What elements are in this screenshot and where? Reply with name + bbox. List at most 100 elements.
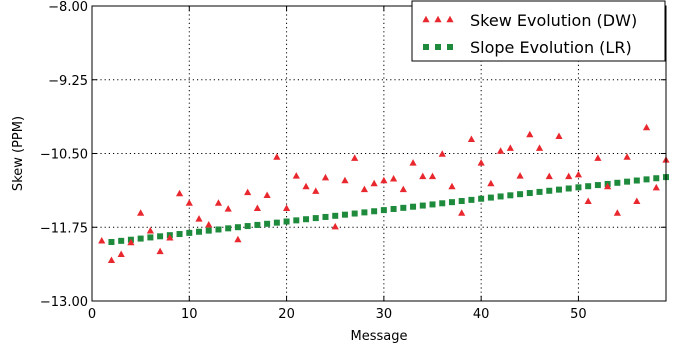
skew-point bbox=[175, 189, 184, 197]
legend-label-skew: Skew Evolution (DW) bbox=[470, 11, 637, 30]
skew-point bbox=[633, 197, 641, 204]
y-tick-label: −10.50 bbox=[40, 148, 88, 163]
legend-square bbox=[423, 44, 429, 50]
legend-marker-skew bbox=[422, 15, 454, 23]
slope-point bbox=[147, 234, 154, 241]
slope-point bbox=[478, 195, 485, 202]
skew-point bbox=[166, 234, 174, 241]
legend-square bbox=[435, 44, 441, 50]
legend-label-slope: Slope Evolution (LR) bbox=[470, 38, 632, 57]
slope-point bbox=[186, 229, 193, 236]
skew-point bbox=[438, 150, 446, 157]
skew-point bbox=[292, 172, 300, 179]
x-tick-label: 10 bbox=[181, 307, 198, 322]
slope-point bbox=[468, 196, 475, 203]
skew-point bbox=[370, 179, 378, 187]
skew-point bbox=[380, 176, 388, 184]
y-tick-label: −8.00 bbox=[48, 0, 88, 15]
slope-point bbox=[234, 224, 241, 231]
slope-point bbox=[653, 175, 660, 182]
skew-point bbox=[497, 147, 505, 154]
skew-point bbox=[613, 209, 621, 216]
skew-point bbox=[244, 188, 252, 196]
skew-point bbox=[526, 130, 534, 138]
slope-point bbox=[196, 228, 203, 235]
slope-point bbox=[497, 193, 504, 200]
slope-point bbox=[507, 192, 514, 199]
skew-point bbox=[399, 185, 407, 193]
skew-point bbox=[331, 222, 339, 230]
slope-point bbox=[575, 184, 582, 191]
slope-point bbox=[448, 199, 455, 206]
skew-point bbox=[98, 236, 106, 244]
legend-square bbox=[447, 44, 453, 50]
skew-point bbox=[205, 221, 213, 228]
skew-point bbox=[487, 179, 495, 187]
slope-point bbox=[565, 185, 572, 192]
slope-point bbox=[254, 221, 261, 228]
skew-point bbox=[623, 153, 631, 160]
skew-point bbox=[341, 176, 349, 184]
skew-point bbox=[604, 182, 612, 190]
slope-point bbox=[118, 237, 125, 244]
slope-point bbox=[264, 220, 271, 227]
slope-point bbox=[108, 239, 115, 245]
skew-point bbox=[156, 247, 164, 255]
slope-point bbox=[546, 187, 553, 194]
slope-point bbox=[633, 177, 640, 184]
slope-point bbox=[439, 200, 446, 207]
slope-point bbox=[410, 203, 417, 210]
skew-point bbox=[195, 215, 203, 222]
skew-point bbox=[224, 205, 232, 212]
slope-point bbox=[273, 219, 280, 226]
slope-point bbox=[624, 178, 631, 185]
slope-point bbox=[517, 191, 524, 198]
slope-point bbox=[341, 211, 348, 218]
axis-ticks: 0 10 20 30 40 50 −13.00 −11.75 −10.50 −9.25 −8.00 bbox=[40, 0, 666, 322]
slope-point bbox=[380, 207, 387, 214]
skew-point bbox=[107, 256, 116, 263]
skew-point bbox=[409, 159, 417, 166]
skew-point bbox=[419, 172, 427, 180]
x-tick-label: 40 bbox=[473, 307, 490, 322]
slope-point bbox=[400, 204, 407, 211]
skew-point bbox=[234, 235, 242, 243]
skew-point bbox=[282, 204, 291, 212]
skew-point bbox=[642, 123, 651, 131]
legend-triangle bbox=[434, 15, 442, 23]
slope-point bbox=[361, 209, 368, 216]
skew-point bbox=[652, 183, 660, 191]
skew-point bbox=[565, 172, 573, 180]
x-axis-label: Message bbox=[351, 329, 408, 344]
slope-point bbox=[225, 225, 232, 232]
slope-point bbox=[614, 179, 621, 186]
slope-point bbox=[312, 215, 319, 222]
slope-point bbox=[332, 212, 339, 219]
grid-lines bbox=[92, 6, 666, 301]
skew-point bbox=[467, 135, 476, 142]
legend-entry-slope: Slope Evolution (LR) bbox=[423, 38, 632, 57]
skew-point bbox=[185, 199, 193, 206]
slope-point bbox=[351, 210, 358, 217]
legend: Skew Evolution (DW) Slope Evolution (LR) bbox=[411, 0, 666, 62]
y-axis-label: Skew (PPM) bbox=[11, 116, 26, 191]
y-tick-label: −11.75 bbox=[40, 221, 88, 236]
slope-point bbox=[371, 208, 378, 215]
slope-point bbox=[643, 176, 650, 183]
x-tick-label: 50 bbox=[570, 307, 587, 322]
skew-point bbox=[584, 197, 592, 204]
slope-point bbox=[390, 205, 397, 212]
skew-point bbox=[574, 170, 583, 178]
slope-point bbox=[487, 194, 494, 201]
slope-point bbox=[205, 227, 212, 234]
skew-point bbox=[594, 154, 602, 161]
skew-point bbox=[302, 182, 310, 190]
legend-triangle bbox=[446, 15, 454, 23]
legend-entry-skew: Skew Evolution (DW) bbox=[422, 11, 637, 30]
skew-point bbox=[360, 185, 369, 193]
skew-point bbox=[137, 209, 145, 216]
slope-point bbox=[429, 201, 436, 208]
y-tick-label: −13.00 bbox=[40, 295, 88, 310]
skew-point bbox=[253, 204, 261, 212]
x-tick-label: 0 bbox=[88, 307, 96, 322]
